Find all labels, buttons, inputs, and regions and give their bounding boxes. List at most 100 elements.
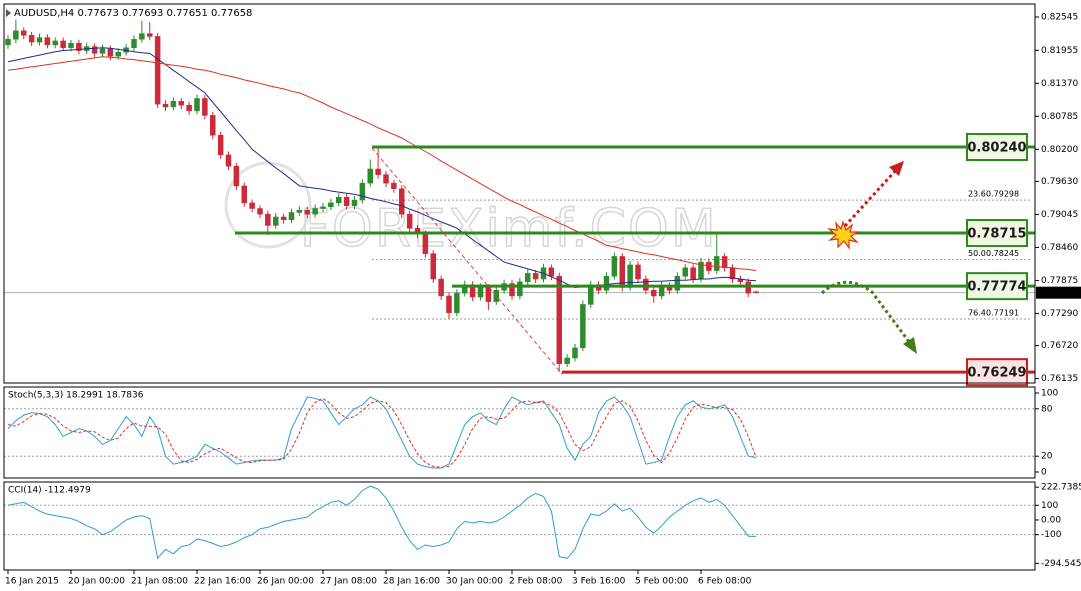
candle-body: [556, 275, 562, 364]
y-tick-label: 0.81955: [1041, 46, 1078, 56]
level-box: [966, 358, 1028, 387]
candle-body: [572, 347, 578, 359]
candle-body: [233, 165, 240, 187]
level-box: [966, 219, 1028, 248]
candle-body: [422, 233, 429, 254]
candle-body: [99, 48, 106, 54]
y-tick-label: 0.79045: [1041, 210, 1078, 220]
level-label: 0.77774: [967, 280, 1026, 295]
up-arrow-head: [889, 161, 904, 176]
candle-body: [438, 278, 444, 297]
candle-body: [674, 275, 681, 291]
candle-body: [13, 30, 19, 40]
candle-body: [493, 290, 499, 302]
candle-body: [477, 287, 484, 298]
chart-title: AUDUSD,H4 0.77673 0.77693 0.77651 0.7765…: [14, 8, 252, 19]
y-tick-label: 0.82545: [1041, 12, 1078, 22]
x-tick-label: 26 Jan 00:00: [257, 577, 314, 587]
candle-body: [753, 291, 759, 294]
y-tick-label: 0.77290: [1041, 309, 1078, 319]
fib-price: 0.78245: [986, 249, 1019, 258]
y-tick-label: 222.7385: [1041, 483, 1081, 493]
candle-body: [280, 216, 287, 221]
fib-trend-line: [371, 147, 563, 375]
candle-body: [60, 40, 66, 48]
candle-body: [265, 213, 271, 226]
candle-body: [351, 199, 358, 206]
y-tick-label: -294.5458: [1041, 559, 1081, 569]
fib-ratio: 76.4: [968, 309, 986, 318]
current-price-box: [1036, 286, 1081, 299]
y-tick-label: 100: [1041, 389, 1058, 399]
fib-ratio: 23.6: [968, 190, 986, 199]
candle-body: [5, 39, 11, 46]
candle-body: [454, 292, 460, 314]
candle-body: [107, 48, 114, 57]
y-tick-label: 0.80785: [1041, 112, 1078, 122]
x-tick-label: 6 Feb 08:00: [698, 577, 752, 587]
y-tick-label: 0.77875: [1041, 276, 1078, 286]
candle-body: [52, 40, 58, 46]
candle-body: [44, 37, 51, 46]
candle-body: [611, 256, 618, 277]
candle-body: [115, 51, 121, 57]
y-tick-label: 0.00: [1041, 515, 1061, 525]
starburst: [827, 220, 861, 250]
x-tick-label: 2 Feb 08:00: [509, 577, 563, 587]
cci-panel-frame: [3, 481, 1036, 571]
level-label: 0.78715: [967, 227, 1026, 242]
x-tick-label: 5 Feb 00:00: [635, 577, 689, 587]
title-icon: [6, 9, 11, 17]
y-tick-label: 0.76720: [1041, 341, 1078, 351]
y-tick-label: 0.76135: [1041, 374, 1078, 384]
candle-body: [225, 154, 232, 167]
x-tick-label: 28 Jan 16:00: [383, 577, 440, 587]
y-tick-label: 80: [1041, 404, 1053, 414]
candle-body: [210, 115, 216, 136]
candle-body: [548, 267, 555, 277]
candle-body: [651, 290, 657, 297]
candle-body: [162, 103, 169, 108]
candle-body: [706, 261, 712, 271]
candle-body: [391, 182, 397, 190]
candle-body: [343, 196, 350, 206]
candle-body: [517, 281, 523, 297]
candle-body: [446, 295, 452, 314]
candle-body: [312, 208, 318, 215]
x-tick-label: 22 Jan 16:00: [194, 577, 251, 587]
candle-body: [186, 105, 192, 112]
level-label: 0.76249: [967, 366, 1026, 381]
series-line: [7, 485, 757, 560]
up-arrow: [843, 168, 898, 228]
fib-price: 0.79298: [986, 190, 1019, 199]
candle-body: [509, 283, 515, 297]
candle-body: [525, 273, 531, 283]
cci-title: CCI(14) -112.4979: [8, 486, 91, 496]
series-line: [7, 47, 757, 289]
series-line: [7, 396, 757, 469]
candle-body: [202, 98, 208, 116]
candle-body: [430, 253, 436, 280]
down-arrow: [820, 280, 912, 344]
candle-body: [682, 267, 688, 277]
candle-body: [485, 287, 492, 302]
x-tick-label: 21 Jan 08:00: [131, 577, 188, 587]
series-line: [7, 397, 757, 468]
stoch-panel-frame: [3, 386, 1036, 479]
level-box: [966, 272, 1028, 301]
candle-body: [131, 39, 137, 48]
y-tick-label: 0.80200: [1041, 145, 1078, 155]
watermark-logo: [224, 161, 312, 249]
candle-body: [375, 168, 381, 175]
series-line: [7, 56, 757, 272]
current-price-label: 0.77658: [1040, 288, 1077, 298]
candle-body: [603, 275, 610, 291]
level-box: [966, 133, 1028, 162]
y-tick-label: -100: [1041, 530, 1062, 540]
main-panel-frame: [3, 3, 1036, 384]
candle-body: [367, 168, 373, 184]
plot-area: 0.82545 0.81955 0.81370 0.80785 0.80200 0.796…: [4, 12, 1081, 587]
y-tick-label: 0.78460: [1041, 243, 1078, 253]
